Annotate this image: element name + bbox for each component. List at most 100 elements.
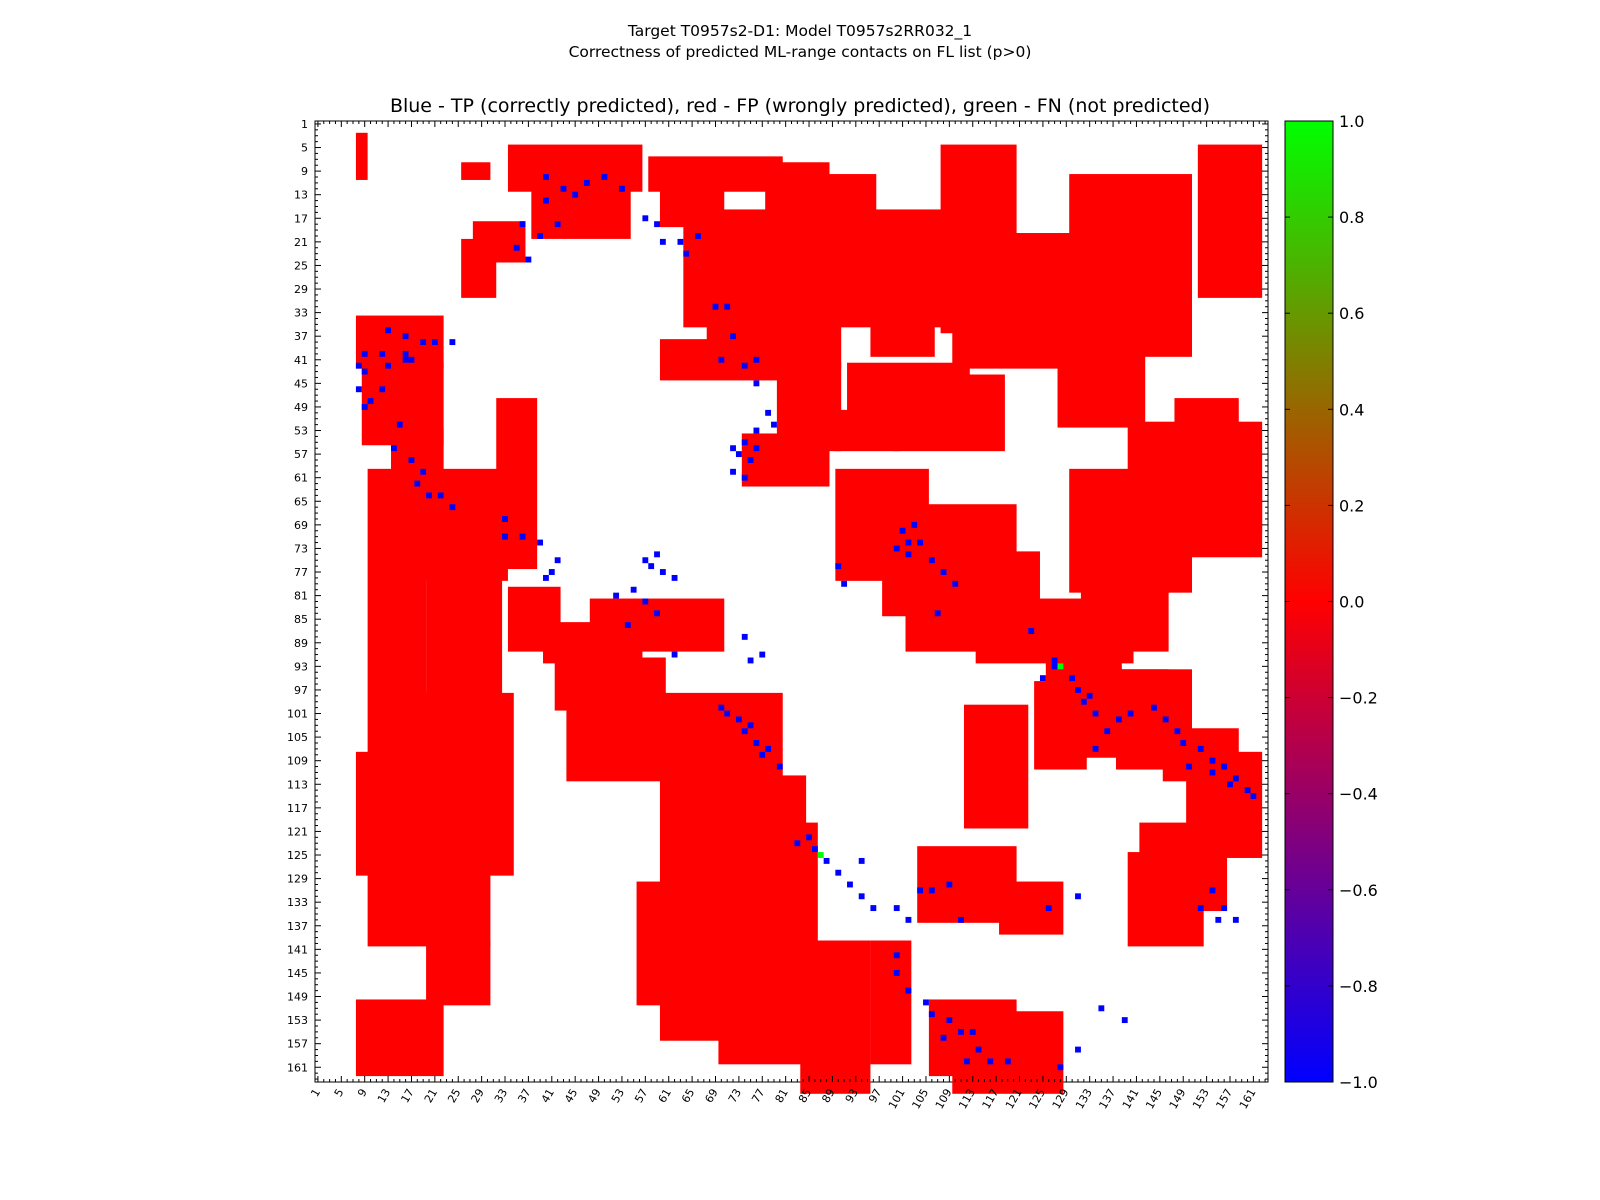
tp-cell (1051, 663, 1058, 670)
tp-cell (905, 987, 912, 994)
y-tick-label: 25 (294, 259, 308, 272)
tp-cell (654, 610, 660, 617)
fp-region (1115, 669, 1169, 770)
y-tick-label: 65 (294, 495, 308, 508)
fp-cells (355, 132, 1263, 1094)
tp-cell (543, 197, 549, 204)
tp-cell (1244, 787, 1251, 794)
tp-cell (659, 569, 666, 575)
tp-cell (776, 763, 783, 770)
fp-region (461, 162, 491, 180)
tp-cell (1092, 745, 1099, 752)
x-tick-label: 161 (1237, 1087, 1259, 1112)
tp-cell (543, 174, 549, 180)
tp-cell (385, 362, 392, 369)
tp-cell (683, 250, 690, 257)
fp-region (1197, 144, 1263, 298)
tp-cell (449, 504, 456, 511)
y-tick-label: 17 (294, 212, 308, 225)
y-tick-label: 137 (287, 920, 308, 933)
tp-cell (1232, 775, 1239, 782)
tp-cell (893, 545, 900, 552)
y-tick-label: 149 (287, 991, 308, 1004)
tp-cell (548, 569, 555, 575)
fp-region (507, 144, 643, 192)
tp-cell (1232, 916, 1239, 923)
tp-cells (355, 174, 1257, 1071)
y-tick-label: 69 (294, 519, 308, 532)
fp-region (835, 409, 900, 452)
tp-cell (987, 1058, 994, 1065)
fn-cell (817, 852, 824, 858)
tp-cell (730, 333, 736, 340)
tp-cell (677, 238, 684, 245)
x-tick-label: 69 (702, 1087, 720, 1106)
tp-cell (759, 651, 766, 658)
x-tick-label: 89 (819, 1087, 837, 1106)
tp-cell (893, 905, 900, 912)
tp-cell (753, 380, 760, 387)
tp-cell (1174, 728, 1181, 735)
colorbar-tick-label: −0.6 (1339, 881, 1378, 900)
tp-cell (554, 557, 561, 564)
x-tick-label: 13 (375, 1087, 393, 1106)
x-tick-label: 21 (422, 1087, 440, 1106)
fp-region (1022, 291, 1099, 346)
y-tick-label: 145 (287, 967, 308, 980)
tp-cell (420, 468, 427, 475)
tp-cell (1197, 745, 1204, 752)
tp-cell (741, 362, 748, 369)
x-tick-label: 9 (355, 1087, 370, 1100)
fp-region (589, 598, 725, 652)
plot-subtitle-legend: Blue - TP (correctly predicted), red - F… (389, 95, 1211, 117)
fp-region (1080, 551, 1169, 652)
tp-cell (724, 710, 731, 717)
y-tick-label: 113 (287, 778, 308, 791)
colorbar-ticks: 1.0 0.8 0.6 0.4 0.2 0.0 −0.2 −0.4 −0.6 −0.8 −1.0 (1285, 112, 1378, 1092)
tp-cell (1039, 675, 1046, 682)
tp-cell (753, 356, 760, 363)
tp-cell (893, 952, 900, 959)
fp-region (414, 468, 508, 581)
y-tick-label: 153 (287, 1014, 308, 1027)
tp-cell (928, 557, 935, 564)
x-tick-label: 73 (726, 1087, 744, 1106)
tp-cell (408, 457, 415, 463)
tp-cell (963, 1058, 970, 1065)
tp-cell (735, 451, 742, 458)
tp-cell (753, 740, 760, 746)
tp-cell (601, 174, 608, 180)
tp-cell (654, 551, 660, 558)
tp-cell (765, 409, 772, 416)
tp-cell (735, 716, 742, 723)
x-tick-labels: 1 5 9 13 17 21 25 29 33 37 41 45 49 53 57 61 65 69 73 77 81 8… (308, 1087, 1258, 1112)
tp-cell (1209, 887, 1216, 894)
tp-cell (858, 893, 865, 900)
tp-cell (1075, 1046, 1081, 1053)
tp-cell (811, 846, 818, 853)
fp-region (870, 244, 935, 357)
x-tick-label: 149 (1167, 1087, 1189, 1112)
tp-cell (654, 221, 660, 228)
colorbar-tick-label: −1.0 (1339, 1073, 1378, 1092)
tp-cell (958, 916, 964, 923)
tp-cell (747, 722, 754, 729)
tp-cell (361, 403, 368, 410)
x-tick-label: 133 (1073, 1087, 1095, 1112)
y-tick-label: 125 (287, 849, 308, 862)
chart-title-line-2: Correctness of predicted ML-range contac… (568, 43, 1032, 61)
tp-cell (1104, 728, 1111, 735)
tp-cell (911, 521, 918, 528)
tp-cell (1209, 757, 1216, 764)
y-tick-label: 161 (287, 1061, 308, 1074)
tp-cell (741, 439, 748, 446)
tp-cell (1209, 769, 1216, 776)
tp-cell (1075, 686, 1081, 693)
y-minor-ticks (315, 123, 1268, 1080)
tp-cell (765, 745, 772, 752)
x-tick-label: 101 (886, 1087, 908, 1112)
tp-cell (923, 999, 929, 1006)
fp-region (355, 751, 444, 876)
colorbar-tick-label: 1.0 (1339, 112, 1364, 131)
tp-cell (1004, 1058, 1011, 1065)
